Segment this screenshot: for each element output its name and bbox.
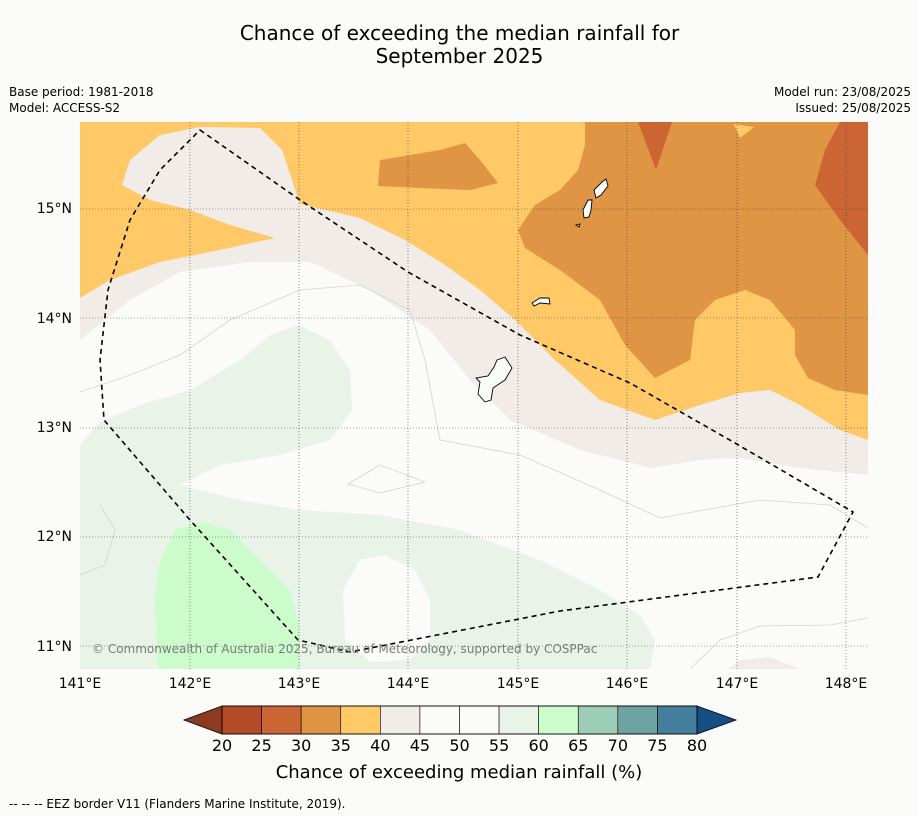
map-plot-area — [80, 122, 868, 669]
colorbar-segment — [459, 705, 500, 735]
chart-title: Chance of exceeding the median rainfall … — [0, 22, 919, 68]
colorbar-segment — [340, 705, 381, 735]
colorbar-tick-label: 55 — [489, 736, 509, 755]
fill-40-45-south — [728, 657, 800, 669]
title-line-2: September 2025 — [375, 44, 544, 68]
lon-tick-label: 147°E — [716, 676, 759, 692]
meta-right: Model run: 23/08/2025 Issued: 25/08/2025 — [774, 84, 911, 116]
colorbar-frame — [221, 705, 698, 735]
lat-tick-label: 12°N — [37, 529, 72, 545]
lon-tick-label: 142°E — [169, 676, 212, 692]
lat-tick-label: 13°N — [37, 420, 72, 436]
colorbar-tick-label: 60 — [528, 736, 548, 755]
colorbar-segment — [419, 705, 460, 735]
colorbar-segment — [498, 705, 539, 735]
lon-tick-labels: 141°E 142°E 143°E 144°E 145°E 146°E 147°… — [59, 676, 868, 692]
colorbar-tick-label: 30 — [291, 736, 311, 755]
lon-tick-label: 144°E — [387, 676, 430, 692]
fill-30-35-north — [378, 143, 498, 190]
lat-tick-labels: 15°N 14°N 13°N 12°N 11°N — [37, 201, 72, 655]
colorbar-tick-label: 80 — [687, 736, 707, 755]
island-saipan — [593, 178, 609, 199]
meta-left: Base period: 1981-2018 Model: ACCESS-S2 — [9, 84, 154, 116]
model-run: Model run: 23/08/2025 — [773, 85, 911, 99]
colorbar-segments — [221, 705, 698, 735]
colorbar-tick-label: 45 — [410, 736, 430, 755]
title-line-1: Chance of exceeding the median rainfall … — [239, 21, 680, 45]
colorbar-tick-label: 25 — [251, 736, 271, 755]
colorbar-segment — [538, 705, 579, 735]
island-guam — [475, 356, 513, 403]
fill-30-35 — [518, 122, 868, 395]
fill-25-30-north — [638, 122, 672, 170]
fill-35-40-spot — [734, 124, 754, 138]
island-rota — [531, 297, 551, 307]
fill-25-30-east — [815, 122, 868, 255]
footnote-eez-legend: -- -- -- EEZ border V11 (Flanders Marine… — [9, 797, 346, 811]
lon-tick-label: 145°E — [497, 676, 540, 692]
colorbar-segment — [657, 705, 698, 735]
gridlines — [80, 122, 868, 669]
base-period: Base period: 1981-2018 — [9, 85, 154, 99]
colorbar-tick-label: 20 — [212, 736, 232, 755]
colorbar-segment — [261, 705, 302, 735]
lon-tick-label: 141°E — [59, 676, 102, 692]
island-outlines — [475, 178, 609, 403]
colorbar-under-arrow — [182, 705, 223, 735]
colorbar-tick-label: 40 — [370, 736, 390, 755]
colorbar-ticks: 20 25 30 35 40 45 50 55 60 65 70 75 80 — [212, 736, 707, 755]
lon-tick-label: 146°E — [606, 676, 649, 692]
colorbar-tick-label: 75 — [647, 736, 667, 755]
colorbar-segment — [577, 705, 619, 735]
colorbar-segment — [221, 705, 262, 735]
lat-tick-label: 14°N — [37, 311, 72, 327]
map-copyright: © Commonwealth of Australia 2025, Bureau… — [92, 642, 597, 656]
lat-tick-label: 15°N — [37, 201, 72, 217]
colorbar: 20 25 30 35 40 45 50 55 60 65 70 75 80 Chance of exc… — [182, 705, 738, 783]
colorbar-segment — [380, 705, 421, 735]
colorbar-tick-label: 35 — [331, 736, 351, 755]
lon-tick-label: 148°E — [825, 676, 868, 692]
island-aguijan — [574, 223, 581, 228]
lat-tick-label: 11°N — [37, 639, 72, 655]
colorbar-over-arrow — [696, 705, 738, 735]
issued-date: Issued: 25/08/2025 — [795, 101, 911, 115]
colorbar-title: Chance of exceeding median rainfall (%) — [276, 762, 643, 783]
island-tinian — [582, 199, 593, 219]
colorbar-segment — [300, 705, 342, 735]
colorbar-tick-label: 65 — [568, 736, 588, 755]
colorbar-segment — [617, 705, 658, 735]
lon-tick-label: 143°E — [278, 676, 321, 692]
colorbar-tick-label: 50 — [449, 736, 469, 755]
colorbar-tick-label: 70 — [608, 736, 628, 755]
fill-60-65 — [155, 522, 300, 669]
model-name: Model: ACCESS-S2 — [9, 101, 121, 115]
eez-border — [99, 128, 855, 653]
contours — [80, 284, 868, 669]
